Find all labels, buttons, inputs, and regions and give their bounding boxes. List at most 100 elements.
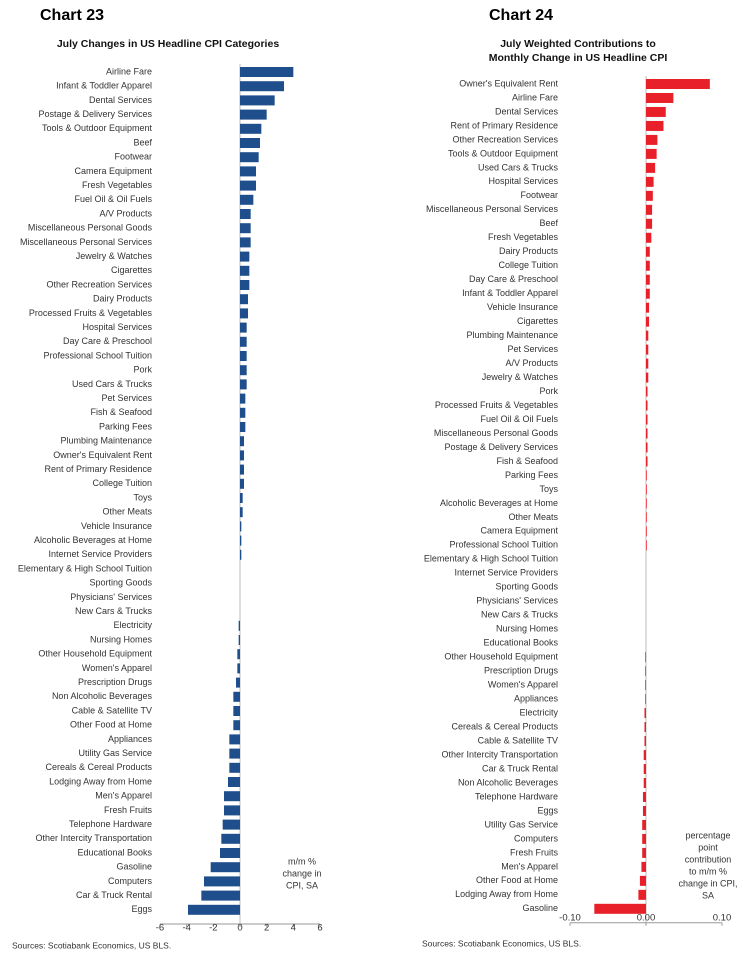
category-label: Other Recreation Services — [46, 279, 152, 289]
category-label: Used Cars & Trucks — [478, 162, 559, 172]
bar — [240, 436, 244, 447]
bar — [240, 493, 243, 503]
bar — [240, 166, 256, 177]
category-label: Vehicle Insurance — [81, 521, 152, 531]
bar — [240, 294, 248, 305]
bar — [594, 903, 646, 914]
category-label: Internet Service Providers — [48, 549, 152, 559]
category-label: Internet Service Providers — [454, 568, 558, 578]
category-label: Other Food at Home — [70, 720, 152, 730]
category-label: Tools & Outdoor Equipment — [42, 123, 153, 133]
bar — [646, 302, 650, 313]
bar — [646, 540, 647, 551]
bar — [240, 180, 256, 191]
bar — [240, 322, 247, 333]
bar — [646, 442, 648, 453]
category-label: Day Care & Preschool — [469, 274, 558, 284]
category-label: College Tuition — [92, 478, 152, 488]
bar — [642, 819, 646, 830]
category-label: Beef — [133, 137, 152, 147]
x-tick-label: 4 — [291, 923, 296, 934]
bar — [240, 351, 247, 361]
annotation: m/m % — [288, 856, 316, 866]
bar — [641, 861, 646, 872]
category-label: Miscellaneous Personal Services — [426, 204, 559, 214]
bar — [229, 762, 240, 773]
bar — [240, 237, 251, 248]
category-label: Car & Truck Rental — [76, 890, 152, 900]
category-label: Appliances — [108, 734, 153, 744]
category-label: Fish & Seafood — [90, 407, 152, 417]
bar — [646, 176, 654, 187]
category-label: Camera Equipment — [74, 166, 152, 176]
bar — [229, 748, 240, 759]
chart-title: Monthly Change in US Headline CPI — [489, 52, 668, 64]
annotation: to m/m % — [689, 866, 727, 876]
bar — [646, 232, 652, 243]
bar — [221, 833, 240, 844]
category-label: Gasoline — [116, 862, 152, 872]
category-label: Sporting Goods — [495, 582, 558, 592]
category-label: Toys — [539, 484, 558, 494]
bar — [240, 280, 250, 290]
bar — [210, 862, 240, 873]
annotation: change in — [282, 868, 321, 878]
category-label: Dental Services — [89, 95, 153, 105]
bar — [229, 734, 240, 745]
category-label: Cable & Satellite TV — [478, 735, 558, 745]
bar — [240, 251, 250, 262]
bar — [240, 194, 254, 205]
bar — [644, 736, 646, 747]
annotation: change in CPI, — [678, 878, 737, 888]
bar — [240, 308, 248, 319]
bar — [646, 484, 647, 495]
bar — [646, 386, 648, 397]
category-label: Women's Apparel — [82, 663, 152, 673]
bar — [645, 666, 646, 677]
annotation: point — [698, 842, 718, 852]
category-label: Airline Fare — [512, 92, 558, 102]
bar — [240, 549, 242, 560]
category-label: Telephone Hardware — [475, 791, 558, 801]
x-tick-label: -2 — [209, 923, 217, 934]
category-label: Other Meats — [102, 507, 152, 517]
bar — [240, 379, 247, 390]
annotation: CPI, SA — [286, 880, 318, 890]
bar — [240, 478, 244, 489]
bar — [240, 223, 251, 234]
category-label: Jewelry & Watches — [482, 372, 559, 382]
category-label: Footwear — [520, 190, 558, 200]
category-label: New Cars & Trucks — [75, 606, 153, 616]
category-label: Tools & Outdoor Equipment — [448, 148, 559, 158]
bar — [646, 330, 649, 341]
bar — [240, 123, 262, 134]
category-label: Used Cars & Trucks — [72, 379, 153, 389]
category-label: Dairy Products — [499, 246, 559, 256]
category-label: Non Alcoholic Beverages — [52, 691, 153, 701]
category-label: Processed Fruits & Vegetables — [29, 308, 153, 318]
category-label: Men's Apparel — [501, 861, 558, 871]
annotation: contribution — [685, 854, 732, 864]
category-label: Car & Truck Rental — [482, 763, 558, 773]
category-label: Toys — [133, 492, 152, 502]
category-label: Men's Apparel — [95, 791, 152, 801]
category-label: Professional School Tuition — [449, 540, 558, 550]
bar — [238, 620, 240, 631]
bar — [646, 288, 650, 299]
bar — [240, 450, 244, 461]
bar — [646, 344, 649, 355]
category-label: Infant & Toddler Apparel — [462, 288, 558, 298]
source: Sources: Scotiabank Economics, US BLS. — [12, 940, 171, 950]
bar — [233, 706, 240, 716]
category-label: Postage & Delivery Services — [38, 109, 152, 119]
bar — [646, 358, 649, 369]
category-label: Processed Fruits & Vegetables — [435, 400, 559, 410]
bar — [646, 316, 650, 327]
category-label: Physicians' Services — [476, 596, 558, 606]
category-label: Cigarettes — [111, 265, 153, 275]
chart-label: Chart 23 — [40, 7, 104, 24]
bar — [646, 246, 650, 257]
bar — [646, 148, 657, 159]
bar — [646, 512, 647, 523]
bar — [646, 92, 674, 103]
